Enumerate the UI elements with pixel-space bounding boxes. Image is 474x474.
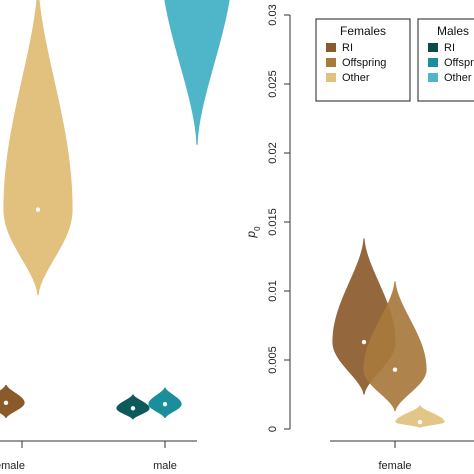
y-axis-title: p0 — [244, 226, 262, 239]
legend-swatch — [428, 43, 438, 52]
legend-swatch — [326, 58, 336, 67]
legend-label: RI — [444, 42, 455, 54]
y-tick-label: 0.02 — [267, 142, 279, 163]
legend-label: Offspring — [444, 57, 474, 69]
median-point — [35, 207, 41, 212]
x-tick-label: emale — [0, 460, 25, 472]
y-tick-label: 0.015 — [267, 208, 279, 236]
violin-male-other — [164, 0, 230, 145]
violin-female-offspring — [363, 281, 427, 412]
x-tick-label: female — [378, 460, 411, 472]
right-panel: 0 0.005 0.01 0.015 0.02 0.025 0.03 p0 female — [244, 4, 474, 472]
y-tick-label: 0.01 — [267, 280, 279, 301]
legend-label: Other — [342, 72, 370, 84]
median-point — [361, 339, 367, 345]
violin-female-other — [3, 0, 73, 296]
legend-label: Offspring — [342, 57, 386, 69]
median-point — [130, 406, 136, 411]
legend-swatch — [326, 73, 336, 82]
left-panel: emale male — [0, 0, 230, 472]
median-point — [162, 401, 168, 407]
legend-label: RI — [342, 42, 353, 54]
median-point — [392, 367, 398, 372]
legend-label: Other — [444, 72, 472, 84]
legend: Females RI Offspring Other Males RI Offspring O… — [315, 18, 474, 102]
legend-title-females: Females — [340, 24, 386, 38]
legend-title-males: Males — [437, 24, 469, 38]
legend-box-males — [417, 18, 474, 102]
legend-swatch — [428, 73, 438, 82]
y-tick-label: 0.025 — [267, 70, 279, 98]
legend-swatch — [428, 58, 438, 67]
violin-female-ri — [0, 384, 25, 418]
x-tick-label: male — [153, 460, 177, 472]
violin-female-other — [395, 405, 445, 428]
median-point — [3, 400, 9, 405]
y-tick-label: 0 — [267, 426, 279, 432]
y-tick-label: 0.03 — [267, 4, 279, 25]
y-tick-label: 0.005 — [267, 346, 279, 374]
legend-swatch — [326, 43, 336, 52]
median-point — [417, 419, 423, 425]
